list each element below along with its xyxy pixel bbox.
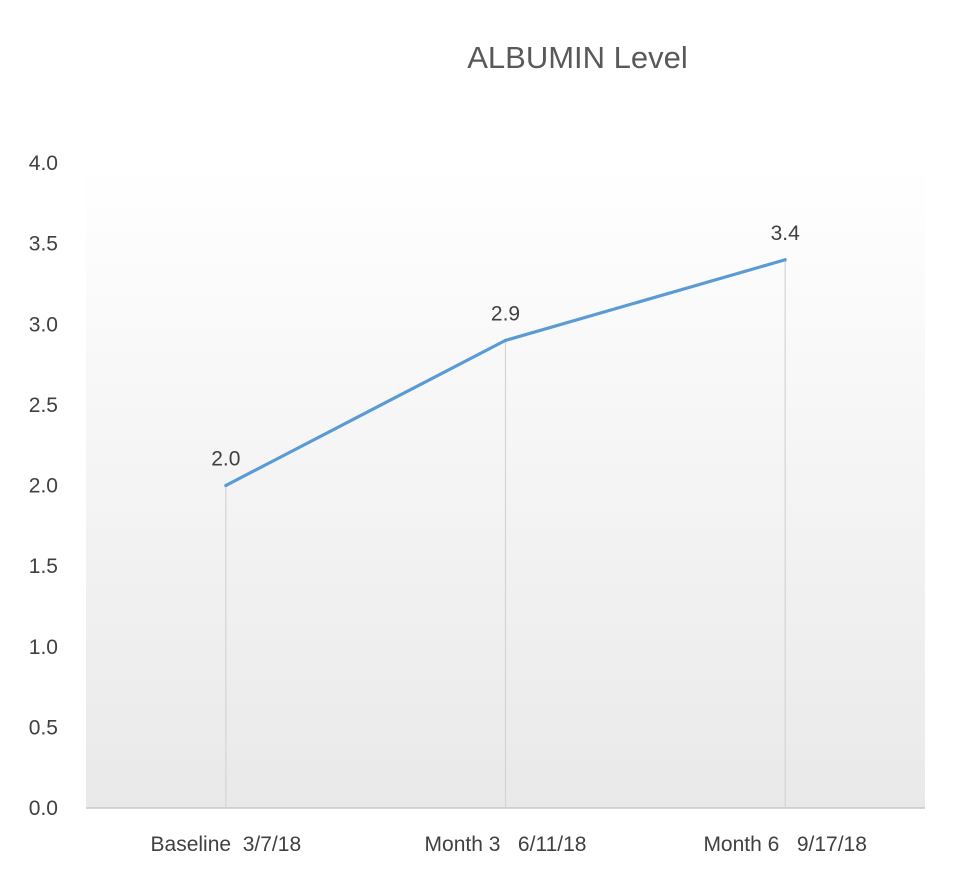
y-tick-label: 4.0 xyxy=(29,152,58,175)
y-tick-label: 0.5 xyxy=(29,716,58,739)
data-label: 3.4 xyxy=(771,222,801,245)
data-label: 2.0 xyxy=(211,448,240,471)
data-point xyxy=(224,483,228,488)
y-tick-label: 3.0 xyxy=(29,313,58,336)
y-tick-label: 2.0 xyxy=(29,475,58,498)
data-point xyxy=(783,258,787,262)
x-tick-label: Month 6 9/17/18 xyxy=(703,833,866,856)
chart-title: ALBUMIN Level xyxy=(467,40,688,75)
y-tick-label: 2.5 xyxy=(29,394,58,417)
y-tick-label: 0.0 xyxy=(29,797,58,820)
y-tick-label: 1.5 xyxy=(29,555,58,578)
y-tick-label: 3.5 xyxy=(29,233,58,256)
data-label: 2.9 xyxy=(491,302,520,325)
data-point xyxy=(503,338,508,342)
x-tick-label: Baseline 3/7/18 xyxy=(151,833,302,856)
y-tick-label: 1.0 xyxy=(29,636,58,659)
x-tick-label: Month 3 6/11/18 xyxy=(425,833,587,856)
